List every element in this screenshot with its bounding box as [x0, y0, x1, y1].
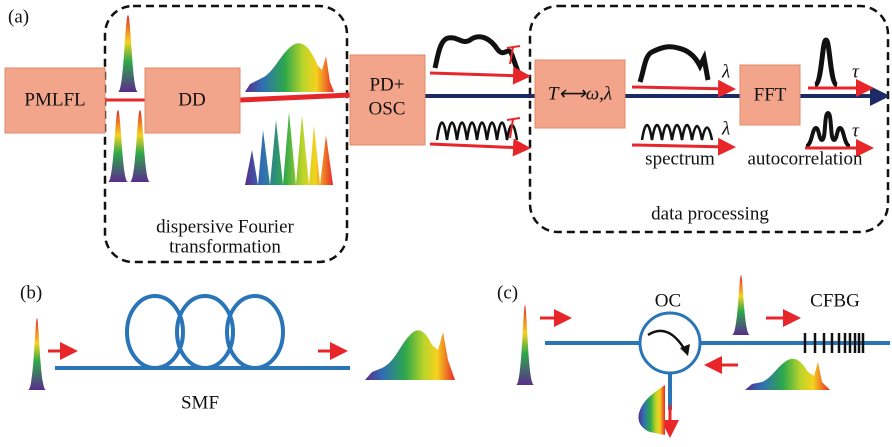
- spectrum-trace: [640, 47, 708, 82]
- pulse-train: [245, 112, 333, 185]
- circulator-arrow: [648, 331, 685, 350]
- group-label: transformation: [169, 236, 281, 257]
- group-label: dispersive Fourier: [156, 216, 294, 237]
- time-arrow: [430, 73, 525, 76]
- pulse: [108, 110, 128, 182]
- panel-label: (c): [497, 282, 518, 303]
- node-label: PD+: [369, 74, 404, 95]
- group-label: data processing: [651, 203, 769, 224]
- axis-label: λ: [721, 118, 730, 139]
- spectrum-trace: [642, 125, 712, 140]
- pulse: [118, 15, 138, 92]
- node-label: PMLFL: [24, 89, 85, 110]
- spectrum: [365, 330, 455, 380]
- axis-label: τ: [852, 120, 860, 141]
- beam: [240, 95, 350, 100]
- axis-label: τ: [852, 61, 860, 82]
- pulse: [732, 275, 750, 335]
- pulse: [516, 305, 534, 385]
- waveform: [435, 37, 518, 72]
- time-arrow: [430, 144, 525, 148]
- fiber-loop: [177, 296, 233, 368]
- spectrum: [745, 359, 830, 390]
- node-label: T⟷ω,λ: [548, 83, 612, 104]
- waveform: [437, 123, 517, 141]
- axis-arrow: [632, 145, 730, 147]
- pulse: [28, 318, 46, 390]
- diagram: (a) PMLFL DD PD+ OSC T⟷ω,λ FFT dispersiv…: [0, 0, 892, 447]
- node-label: DD: [178, 89, 205, 110]
- node-label: FFT: [754, 84, 787, 105]
- fiber-label: SMF: [181, 392, 219, 413]
- spectrum: [245, 43, 334, 92]
- panel-label: (a): [8, 6, 29, 27]
- circulator-label: OC: [655, 290, 681, 311]
- fiber-loop: [127, 296, 183, 368]
- annotation: autocorrelation: [747, 148, 863, 169]
- panel-label: (b): [20, 282, 42, 303]
- node-label: OSC: [369, 98, 406, 119]
- circulator: [640, 313, 700, 373]
- autocorrelation-trace: [815, 40, 837, 85]
- axis-arrow: [632, 87, 730, 89]
- fiber-loop: [227, 296, 283, 368]
- annotation: spectrum: [645, 148, 715, 169]
- autocorrelation-trace: [806, 113, 850, 146]
- axis-label: λ: [721, 61, 730, 82]
- spectrum: [638, 385, 665, 435]
- grating-label: CFBG: [810, 290, 860, 311]
